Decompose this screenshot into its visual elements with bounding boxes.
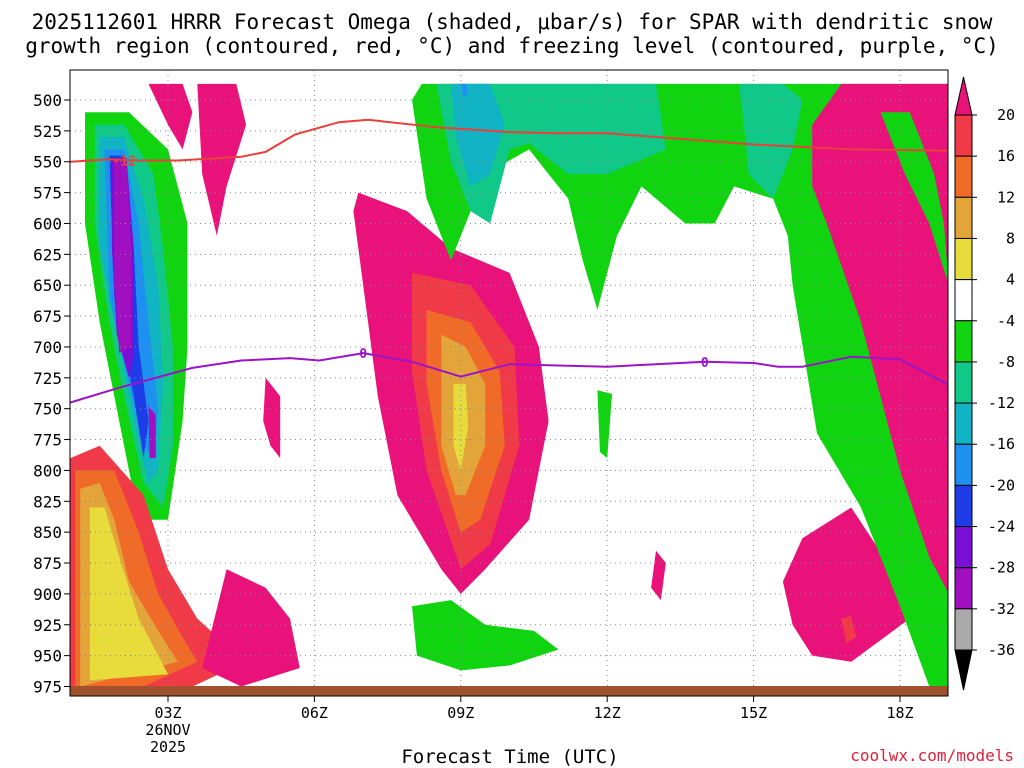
y-tick-label: 600	[33, 214, 62, 233]
y-tick-label: 725	[33, 369, 62, 388]
colorbar-box	[954, 155, 973, 198]
omega-region-32	[412, 600, 559, 671]
x-tick-label-09Z: 09Z	[447, 704, 474, 722]
colorbar-box	[954, 402, 973, 445]
omega-region-19	[782, 507, 910, 662]
y-tick-label: 550	[33, 153, 62, 172]
colorbar: 20 16 12 8 4 -4 -8 -12 -16 -20 -24 -28 -32 -36	[954, 76, 1015, 691]
colorbar-box	[954, 196, 973, 239]
colorbar-box	[954, 526, 973, 569]
plot-frame	[69, 69, 949, 697]
y-tick-label: 500	[33, 91, 62, 110]
freezing-contour-label-1: 0	[359, 347, 367, 362]
y-tick-label: 875	[33, 554, 62, 573]
omega-region-30	[812, 83, 948, 593]
colorbar-label: -28	[988, 559, 1015, 577]
y-tick-label: 750	[33, 400, 62, 419]
ground-strip	[70, 686, 948, 696]
dgz-contour-line	[70, 118, 948, 163]
omega-region-8	[148, 406, 156, 459]
x-date-label: 2025	[150, 738, 186, 756]
colorbar-box	[954, 361, 973, 404]
x-date-label: 26NOV	[145, 721, 190, 739]
colorbar-label: -8	[997, 353, 1015, 371]
omega-region-24	[651, 550, 666, 601]
omega-region-18	[453, 384, 469, 471]
y-tick-label: 850	[33, 523, 62, 542]
dgz-contour-label: -12	[112, 155, 135, 170]
y-tick-label: 575	[33, 184, 62, 203]
omega-region-23	[263, 377, 281, 459]
omega-region-34	[148, 83, 193, 150]
colorbar-box	[954, 443, 973, 486]
y-axis: 500 525 550 575 600 625 650 675 700 725 750 775 800 8…	[33, 91, 70, 697]
x-tick-label-12Z: 12Z	[594, 704, 621, 722]
colorbar-label: 20	[997, 106, 1015, 124]
omega-region-20	[841, 616, 857, 644]
y-tick-label: 925	[33, 616, 62, 635]
colorbar-box	[954, 237, 973, 281]
y-tick-label: 825	[33, 492, 62, 511]
x-axis-label: Forecast Time (UTC)	[401, 746, 619, 768]
contour-lines: -12 0 0	[70, 118, 948, 404]
omega-region-25	[412, 83, 948, 693]
omega-region-33	[597, 390, 613, 459]
colorbar-label: -20	[988, 476, 1015, 494]
colorbar-label: 4	[1006, 271, 1015, 289]
y-tick-label: 525	[33, 122, 62, 141]
chart-title-line2: growth region (contoured, red, °C) and f…	[25, 34, 999, 58]
chart-title-line1: 2025112601 HRRR Forecast Omega (shaded, …	[31, 10, 993, 34]
colorbar-box	[954, 114, 973, 157]
x-tick-label-18Z: 18Z	[886, 704, 913, 722]
y-tick-label: 625	[33, 245, 62, 264]
colorbar-label: -32	[988, 600, 1015, 618]
y-tick-label: 700	[33, 338, 62, 357]
credit-link[interactable]: coolwx.com/models	[850, 746, 1014, 765]
omega-region-29	[739, 83, 803, 199]
colorbar-box	[954, 567, 973, 610]
colorbar-box	[954, 484, 973, 528]
omega-region-27	[451, 83, 505, 187]
x-tick-label-15Z: 15Z	[740, 704, 767, 722]
y-tick-label: 650	[33, 276, 62, 295]
colorbar-box	[954, 320, 973, 363]
colorbar-label: -4	[997, 312, 1015, 330]
x-tick-label-03Z: 03Z	[154, 704, 181, 722]
colorbar-label: -16	[988, 435, 1015, 453]
omega-region-12	[89, 507, 168, 681]
y-tick-label: 950	[33, 647, 62, 666]
colorbar-label: 12	[997, 188, 1015, 206]
colorbar-box	[954, 608, 973, 651]
x-tick-label-06Z: 06Z	[301, 704, 328, 722]
omega-region-7	[114, 161, 132, 354]
y-tick-label: 900	[33, 585, 62, 604]
omega-region-31	[880, 112, 948, 283]
freezing-level-line	[70, 352, 948, 404]
colorbar-top-arrow	[954, 76, 973, 116]
colorbar-label: 16	[997, 147, 1015, 165]
colorbar-label: 8	[1006, 229, 1015, 247]
colorbar-label: -12	[988, 394, 1015, 412]
colorbar-label: -36	[988, 641, 1015, 659]
colorbar-box	[954, 279, 973, 322]
y-tick-label: 800	[33, 461, 62, 480]
colorbar-label: -24	[988, 518, 1015, 536]
y-tick-label: 775	[33, 431, 62, 450]
colorbar-bottom-arrow	[954, 649, 973, 691]
freezing-contour-label-2: 0	[701, 356, 709, 371]
y-tick-label: 975	[33, 678, 62, 697]
y-tick-label: 675	[33, 307, 62, 326]
omega-region-28	[460, 83, 469, 97]
omega-region-21	[202, 569, 300, 687]
omega-region-22	[197, 83, 247, 236]
